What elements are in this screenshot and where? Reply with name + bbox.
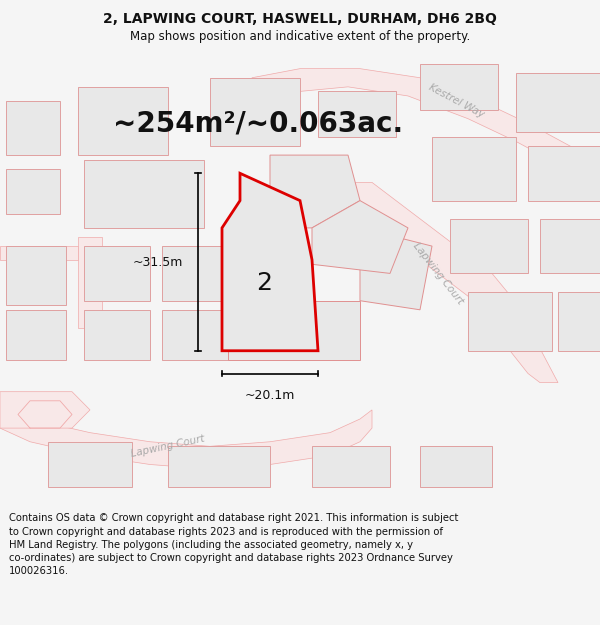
- Polygon shape: [348, 182, 558, 382]
- Polygon shape: [270, 155, 360, 228]
- Polygon shape: [48, 442, 132, 488]
- Text: ~31.5m: ~31.5m: [133, 256, 183, 269]
- Text: ~20.1m: ~20.1m: [245, 389, 295, 402]
- Polygon shape: [6, 246, 66, 305]
- Polygon shape: [6, 101, 60, 155]
- Polygon shape: [252, 69, 600, 182]
- Polygon shape: [0, 406, 372, 469]
- Text: Lapwing Court: Lapwing Court: [411, 241, 465, 306]
- Polygon shape: [432, 137, 516, 201]
- Polygon shape: [78, 237, 102, 328]
- Text: Map shows position and indicative extent of the property.: Map shows position and indicative extent…: [130, 30, 470, 43]
- Polygon shape: [162, 310, 228, 360]
- Polygon shape: [162, 246, 228, 301]
- Text: Contains OS data © Crown copyright and database right 2021. This information is : Contains OS data © Crown copyright and d…: [9, 514, 458, 576]
- Polygon shape: [312, 201, 408, 273]
- Polygon shape: [516, 73, 600, 132]
- Polygon shape: [468, 292, 552, 351]
- Polygon shape: [312, 446, 390, 488]
- Polygon shape: [228, 301, 360, 360]
- Text: 2, LAPWING COURT, HASWELL, DURHAM, DH6 2BQ: 2, LAPWING COURT, HASWELL, DURHAM, DH6 2…: [103, 12, 497, 26]
- Polygon shape: [0, 392, 90, 428]
- Polygon shape: [84, 246, 150, 301]
- Polygon shape: [420, 446, 492, 488]
- Text: 2: 2: [256, 271, 272, 294]
- Text: Lapwing Court: Lapwing Court: [130, 434, 206, 459]
- Polygon shape: [84, 310, 150, 360]
- Polygon shape: [168, 446, 270, 488]
- Polygon shape: [84, 159, 204, 228]
- Polygon shape: [558, 292, 600, 351]
- Polygon shape: [450, 219, 528, 273]
- Text: Kestrel Way: Kestrel Way: [427, 82, 485, 119]
- Polygon shape: [78, 87, 168, 155]
- Polygon shape: [0, 246, 78, 260]
- Text: ~254m²/~0.063ac.: ~254m²/~0.063ac.: [113, 109, 403, 138]
- Polygon shape: [6, 310, 66, 360]
- Polygon shape: [540, 219, 600, 273]
- Polygon shape: [222, 173, 318, 351]
- Polygon shape: [210, 78, 300, 146]
- Polygon shape: [360, 228, 432, 310]
- Polygon shape: [528, 146, 600, 201]
- Polygon shape: [420, 64, 498, 109]
- Polygon shape: [6, 169, 60, 214]
- Polygon shape: [318, 91, 396, 137]
